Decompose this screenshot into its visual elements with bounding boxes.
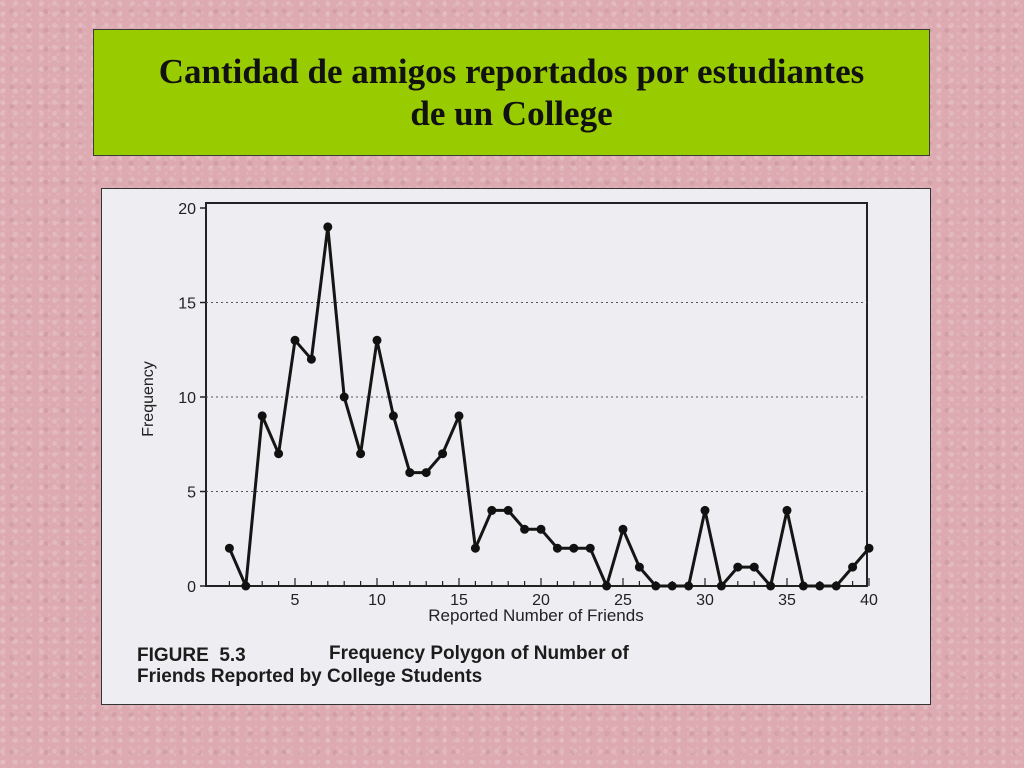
y-tick-label-5: 5 [187, 485, 196, 502]
data-point-x14 [438, 449, 448, 459]
data-point-x11 [388, 411, 398, 421]
data-point-x12 [405, 468, 415, 478]
data-point-x17 [487, 505, 497, 515]
data-point-x23 [585, 543, 595, 553]
x-axis-label: Reported Number of Friends [428, 606, 643, 625]
x-tick-label-15: 15 [450, 592, 468, 609]
data-point-x3 [257, 411, 267, 421]
slide-title-line-1: Cantidad de amigos reportados por estudi… [158, 51, 865, 91]
data-point-x8 [339, 392, 349, 402]
figure-box: 0 5 10 15 20 5 10 15 20 25 30 35 40 Reported Number… [101, 188, 931, 705]
data-point-x16 [470, 543, 480, 553]
figure-caption-line-1: Frequency Polygon of Number of [329, 643, 629, 664]
x-tick-label-30: 30 [696, 592, 714, 609]
data-point-x36 [798, 581, 808, 591]
data-point-x20 [536, 524, 546, 534]
data-point-x18 [503, 505, 513, 515]
data-point-x5 [290, 335, 300, 345]
slide-title-line-2: de un College [410, 93, 613, 133]
x-tick-label-5: 5 [291, 592, 300, 609]
frequency-polygon-chart: 0 5 10 15 20 5 10 15 20 25 30 35 40 Reported Number… [140, 201, 878, 625]
gridlines [206, 302, 867, 492]
x-tick-label-25: 25 [614, 592, 632, 609]
data-point-x19 [520, 524, 530, 534]
data-point-x26 [634, 562, 644, 572]
data-point-x33 [749, 562, 759, 572]
data-point-x1 [224, 543, 234, 553]
data-point-x25 [618, 524, 628, 534]
data-point-x2 [241, 581, 251, 591]
y-tick-label-10: 10 [178, 390, 196, 407]
data-point-x10 [372, 335, 382, 345]
x-axis-ticks: 5 10 15 20 25 30 35 40 [228, 578, 878, 609]
y-axis-label: Frequency [140, 361, 157, 437]
data-point-x39 [848, 562, 858, 572]
y-tick-label-15: 15 [178, 296, 196, 313]
data-point-x29 [684, 581, 694, 591]
data-point-x21 [552, 543, 562, 553]
data-point-x6 [306, 354, 316, 364]
data-point-x15 [454, 411, 464, 421]
data-point-x9 [356, 449, 366, 459]
data-point-x30 [700, 505, 710, 515]
data-point-x38 [831, 581, 841, 591]
figure-caption-line-2: Friends Reported by College Students [137, 666, 483, 687]
data-points [224, 222, 874, 591]
y-tick-label-0: 0 [187, 579, 196, 596]
data-point-x24 [602, 581, 612, 591]
data-point-x31 [716, 581, 726, 591]
data-point-x35 [782, 505, 792, 515]
frequency-polygon-line [228, 225, 871, 588]
data-point-x7 [323, 222, 333, 232]
data-point-x37 [815, 581, 825, 591]
data-point-x13 [421, 468, 431, 478]
data-point-x22 [569, 543, 579, 553]
x-tick-label-40: 40 [860, 592, 878, 609]
plot-frame [205, 202, 868, 587]
data-point-x32 [733, 562, 743, 572]
data-point-x28 [667, 581, 677, 591]
y-tick-label-20: 20 [178, 201, 196, 218]
data-point-x4 [274, 449, 284, 459]
y-axis-ticks: 0 5 10 15 20 [178, 201, 206, 596]
data-point-x34 [766, 581, 776, 591]
data-point-x27 [651, 581, 661, 591]
x-tick-label-35: 35 [778, 592, 796, 609]
data-point-x40 [864, 543, 874, 553]
title-box: Cantidad de amigos reportados por estudi… [93, 29, 930, 156]
figure-caption-label: FIGURE 5.3 [137, 645, 246, 666]
x-tick-label-20: 20 [532, 592, 550, 609]
x-tick-label-10: 10 [368, 592, 386, 609]
